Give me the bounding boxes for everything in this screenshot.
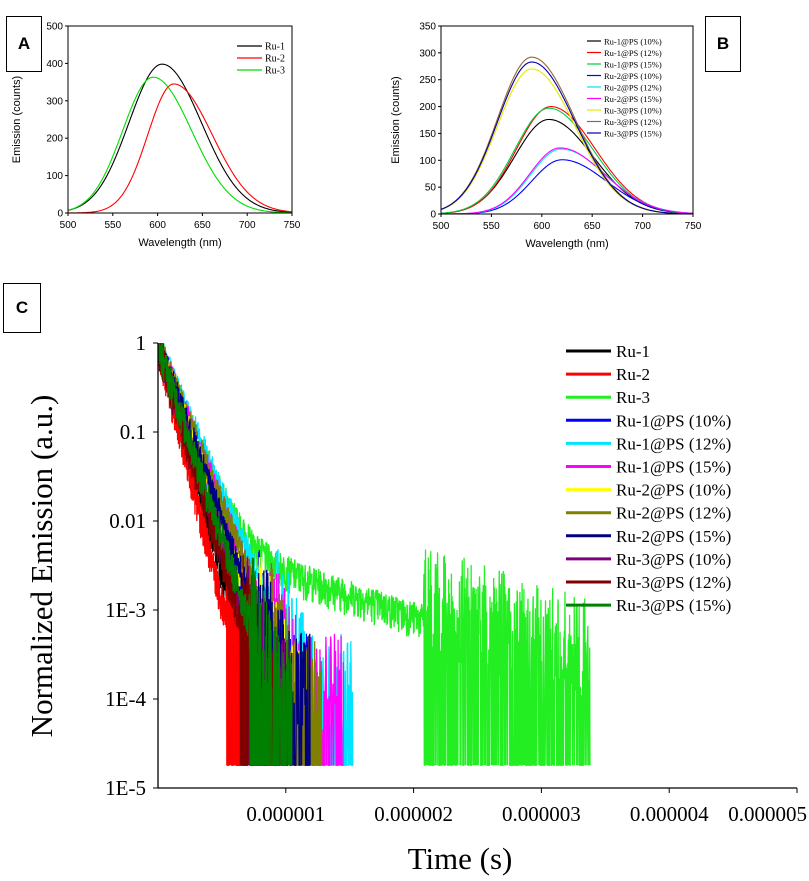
y-tick-label: 1E-3	[105, 598, 146, 622]
legend-label-ru-1-ps-10: Ru-1@PS (10%)	[616, 411, 731, 430]
y-tick-label: 300	[46, 96, 63, 107]
legend-label-ru-3: Ru-3	[265, 66, 285, 77]
legend-label-ru-2-ps-15: Ru-2@PS (15%)	[616, 527, 731, 546]
y-tick-label: 0.1	[120, 420, 146, 444]
legend-label-ru-2: Ru-2	[616, 365, 650, 384]
legend-label-ru-1-ps-15: Ru-1@PS (15%)	[616, 458, 731, 477]
panel-label-c: C	[3, 283, 41, 333]
legend-label-ru-2-ps-12: Ru-2@PS (12%)	[604, 83, 662, 93]
y-axis-label: Emission (counts)	[11, 76, 23, 163]
y-tick-label: 500	[46, 22, 63, 33]
series-line-ru-2-ps-12	[441, 148, 693, 214]
y-tick-label: 0	[57, 209, 63, 220]
legend-label-ru-3: Ru-3	[616, 388, 650, 407]
y-tick-label: 1E-4	[105, 687, 146, 711]
y-tick-label: 300	[419, 48, 436, 59]
legend-label-ru-1-ps-15: Ru-1@PS (15%)	[604, 60, 662, 70]
legend-label-ru-1: Ru-1	[265, 42, 285, 53]
x-tick-label: 600	[149, 220, 166, 231]
x-axis-label: Wavelength (nm)	[525, 238, 608, 250]
x-tick-label: 600	[533, 221, 550, 232]
y-tick-label: 350	[419, 22, 436, 33]
x-tick-label: 750	[685, 221, 702, 232]
chart-b: 500 550 600 650 700 750 0 50 100 150 200 250 300 350 W…	[390, 22, 702, 251]
legend-label-ru-3-ps-15: Ru-3@PS (15%)	[604, 129, 662, 139]
x-tick-label: 0.000003	[502, 802, 581, 826]
x-tick-label: 750	[284, 220, 300, 231]
chart-c: 1 0.1 0.01 1E-3 1E-4 1E-5 0.000001 0.000002 0.00…	[24, 331, 807, 876]
y-tick-label: 100	[46, 171, 63, 182]
legend-label-ru-3-ps-12: Ru-3@PS (12%)	[604, 117, 662, 127]
x-tick-label: 0.000002	[374, 802, 453, 826]
x-tick-label: 650	[194, 220, 211, 231]
legend-label-ru-1: Ru-1	[616, 342, 650, 361]
y-tick-label: 100	[419, 156, 436, 167]
legend-label-ru-3-ps-15: Ru-3@PS (15%)	[616, 596, 731, 615]
y-tick-label: 0.01	[109, 509, 146, 533]
x-tick-label: 500	[433, 221, 450, 232]
legend-label-ru-3-ps-12: Ru-3@PS (12%)	[616, 573, 731, 592]
x-tick-label: 650	[584, 221, 601, 232]
y-tick-label: 250	[419, 75, 436, 86]
legend-label-ru-2: Ru-2	[265, 54, 285, 65]
legend-label-ru-3-ps-10: Ru-3@PS (10%)	[604, 106, 662, 116]
x-tick-label: 0.000004	[630, 802, 709, 826]
legend-label-ru-2-ps-15: Ru-2@PS (15%)	[604, 94, 662, 104]
legend-label-ru-3-ps-10: Ru-3@PS (10%)	[616, 550, 731, 569]
y-axis-label: Emission (counts)	[390, 76, 402, 163]
x-tick-label: 0.000001	[246, 802, 325, 826]
x-tick-label: 550	[483, 221, 500, 232]
y-tick-label: 1	[136, 331, 147, 355]
series-line-ru-2	[68, 83, 292, 213]
x-tick-label: 0.000005	[728, 802, 807, 826]
y-axis-label: Normalized Emission (a.u.)	[24, 395, 59, 738]
legend-label-ru-2-ps-12: Ru-2@PS (12%)	[616, 504, 731, 523]
legend-label-ru-2-ps-10: Ru-2@PS (10%)	[616, 481, 731, 500]
plot-frame	[440, 25, 694, 215]
y-tick-label: 50	[425, 183, 437, 194]
series-line-ru-3-ps-15	[441, 61, 693, 214]
series-line-ru-2-ps-15	[441, 147, 693, 214]
panel-label-b: B	[705, 16, 741, 72]
legend-label-ru-2-ps-10: Ru-2@PS (10%)	[604, 71, 662, 81]
x-axis-label: Time (s)	[408, 841, 513, 876]
y-tick-label: 150	[419, 129, 436, 140]
legend-label-ru-1-ps-10: Ru-1@PS (10%)	[604, 37, 662, 47]
chart-a: 500 550 600 650 700 750 0 100 200 300 400 500 Wavele…	[11, 22, 300, 250]
y-tick-label: 0	[430, 210, 436, 221]
legend-label-ru-1-ps-12: Ru-1@PS (12%)	[604, 48, 662, 58]
plot-frame	[67, 25, 293, 214]
x-tick-label: 550	[104, 220, 121, 231]
y-tick-label: 400	[46, 59, 63, 70]
series-line-ru-3	[68, 76, 292, 213]
x-axis-label: Wavelength (nm)	[138, 237, 221, 249]
x-tick-label: 700	[634, 221, 651, 232]
x-tick-label: 500	[60, 220, 77, 231]
y-tick-label: 200	[419, 102, 436, 113]
y-tick-label: 1E-5	[105, 776, 146, 800]
x-tick-label: 700	[239, 220, 256, 231]
series-line-ru-1	[68, 63, 292, 213]
legend-label-ru-1-ps-12: Ru-1@PS (12%)	[616, 434, 731, 453]
y-tick-label: 200	[46, 134, 63, 145]
series-line-ru-3-ps-15	[158, 343, 293, 766]
panel-label-a: A	[6, 16, 42, 72]
